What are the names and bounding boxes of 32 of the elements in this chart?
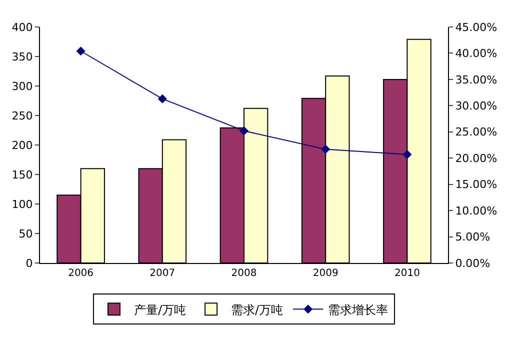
y-tick-label: 250 bbox=[12, 109, 33, 122]
y2-tick-label: 35.00% bbox=[455, 73, 498, 86]
y2-tick-label: 0.00% bbox=[455, 256, 490, 270]
y2-tick-label: 5.00% bbox=[455, 230, 490, 244]
y2-tick-label: 30.00% bbox=[455, 100, 498, 113]
y-tick-label: 350 bbox=[12, 50, 33, 64]
legend-label: 需求增长率 bbox=[328, 302, 388, 317]
y-tick-label: 150 bbox=[12, 168, 33, 182]
y2-tick-label: 40.00% bbox=[455, 47, 498, 60]
legend-label: 需求/万吨 bbox=[231, 302, 284, 317]
point bbox=[158, 94, 167, 104]
y-tick-label: 200 bbox=[12, 138, 33, 152]
y2-tick-label: 25.00% bbox=[455, 126, 498, 139]
point bbox=[402, 150, 412, 159]
y-tick-label: 0 bbox=[26, 256, 33, 270]
x-tick-label: 2010 bbox=[394, 268, 420, 279]
y-tick-label: 100 bbox=[12, 198, 33, 211]
y2-tick-label: 20.00% bbox=[455, 152, 498, 165]
x-tick-label: 2007 bbox=[150, 268, 176, 279]
y2-tick-label: 45.00% bbox=[455, 20, 498, 34]
legend-label: 产量/万吨 bbox=[134, 302, 186, 317]
y-tick-label: 300 bbox=[12, 80, 33, 93]
x-tick-label: 2008 bbox=[231, 268, 257, 279]
y-tick-label: 400 bbox=[12, 20, 33, 34]
point bbox=[76, 46, 86, 56]
y2-tick-label: 10.00% bbox=[455, 204, 498, 218]
x-tick-label: 2009 bbox=[312, 268, 338, 279]
point bbox=[321, 144, 330, 154]
y-tick-label: 50 bbox=[18, 227, 33, 240]
point bbox=[239, 126, 249, 136]
y2-tick-label: 15.00% bbox=[455, 178, 498, 192]
x-tick-label: 2006 bbox=[68, 268, 94, 279]
